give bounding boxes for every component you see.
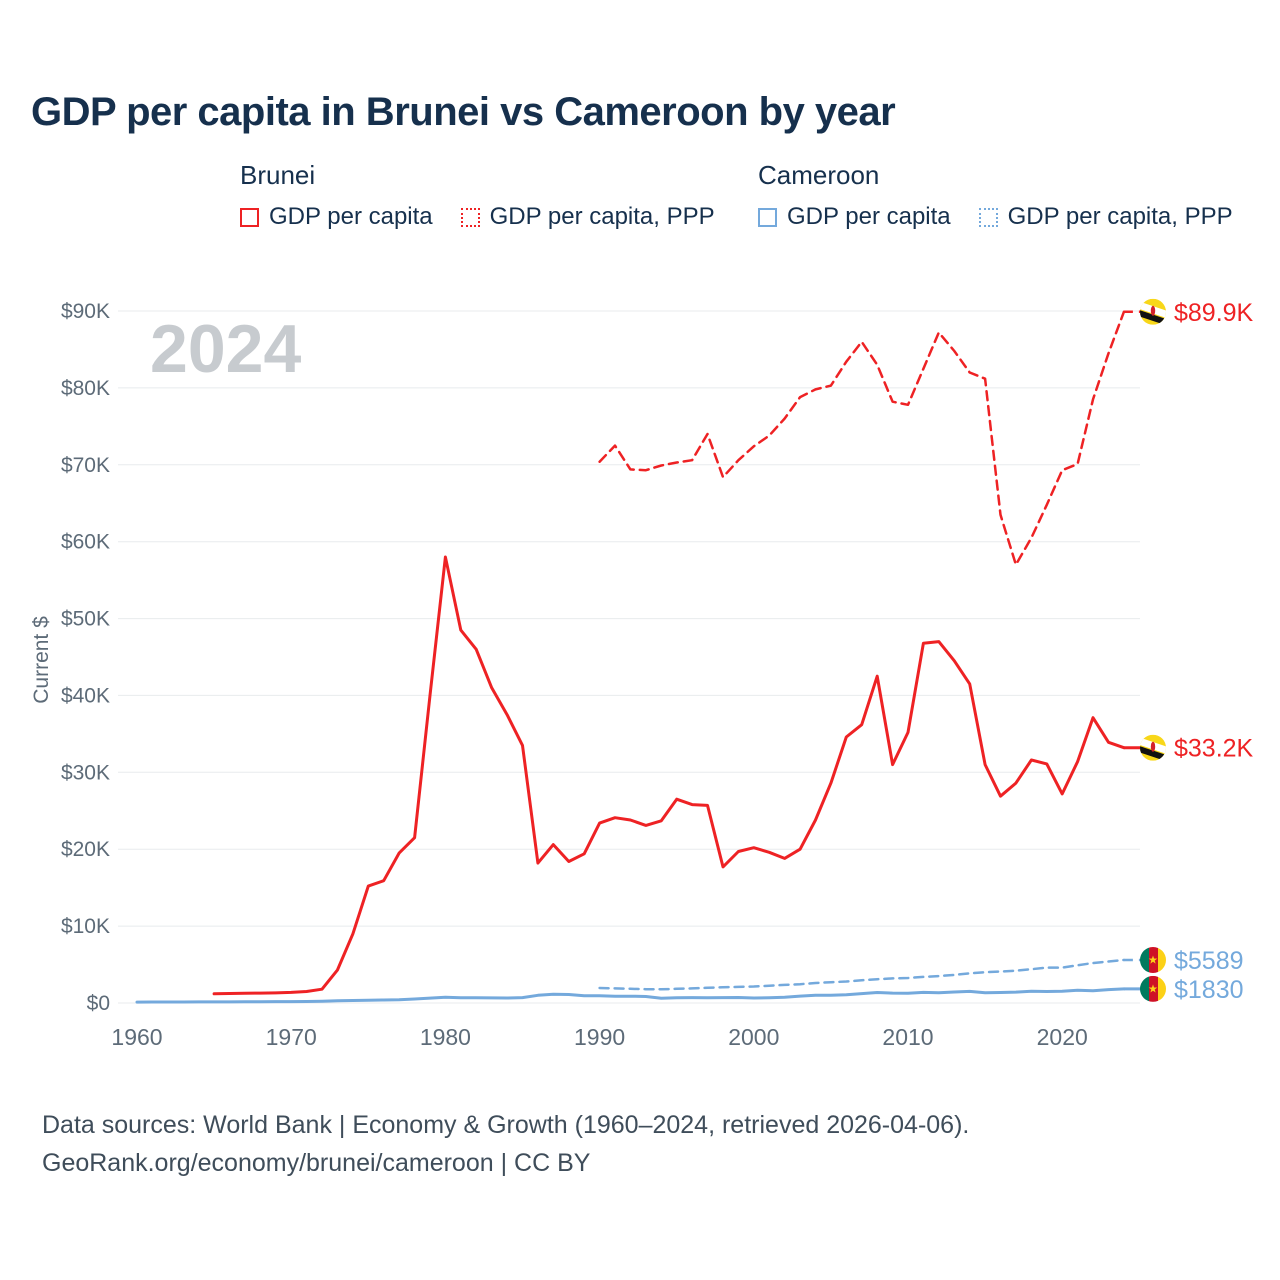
y-tick-label: $20K xyxy=(61,838,110,861)
cameroon-flag-icon xyxy=(1140,947,1166,973)
x-tick-label: 1970 xyxy=(266,1024,317,1050)
x-tick-label: 1980 xyxy=(420,1024,471,1050)
watermark-year: 2024 xyxy=(150,311,301,387)
legend-item-brunei-gdp-ppp[interactable]: GDP per capita, PPP xyxy=(460,203,715,231)
legend-swatch-red-solid-icon xyxy=(240,207,259,227)
y-tick-label: $70K xyxy=(61,454,110,477)
end-value-label-cameroon-gdp: $1830 xyxy=(1174,976,1244,1004)
chart-canvas: $0 $10K $20K $30K $40K $50K $60K $70K $80K $90K 19… xyxy=(30,298,1254,1050)
cameroon-flag-icon xyxy=(1140,975,1166,1002)
y-tick-label: $60K xyxy=(61,531,110,554)
legend-group-label-cameroon: Cameroon xyxy=(758,160,880,190)
x-tick-label: 1990 xyxy=(574,1024,625,1050)
chart-title: GDP per capita in Brunei vs Cameroon by … xyxy=(31,90,896,134)
legend-swatch-red-dotted-icon xyxy=(460,207,480,227)
series-line-brunei-gdp xyxy=(212,555,1126,996)
attribution-line: GeoRank.org/economy/brunei/cameroon | CC… xyxy=(42,1149,591,1177)
y-tick-label: $80K xyxy=(61,377,110,400)
legend-swatch-blue-dotted-icon xyxy=(978,207,998,227)
legend-item-label: GDP per capita xyxy=(787,203,951,230)
legend-group-brunei: Brunei GDP per capita GDP per capita, PP… xyxy=(240,160,715,231)
data-sources-line: Data sources: World Bank | Economy & Gro… xyxy=(42,1111,970,1139)
x-tick-label: 2010 xyxy=(882,1024,933,1050)
legend-item-label: GDP per capita, PPP xyxy=(489,203,715,230)
brunei-flag-icon xyxy=(1140,734,1166,761)
series-line-cameroon-gdp-ppp xyxy=(598,958,1126,991)
legend-item-cameroon-gdp[interactable]: GDP per capita xyxy=(758,203,951,231)
series-line-cameroon-gdp xyxy=(135,987,1126,1004)
y-tick-label: $90K xyxy=(61,300,110,323)
chart-footer: Data sources: World Bank | Economy & Gro… xyxy=(42,1106,969,1182)
y-tick-label: $50K xyxy=(61,608,110,631)
y-tick-label: $10K xyxy=(61,915,110,938)
legend-item-cameroon-gdp-ppp[interactable]: GDP per capita, PPP xyxy=(978,203,1233,231)
y-tick-label: $40K xyxy=(61,684,110,707)
x-tick-label: 2000 xyxy=(728,1024,779,1050)
legend-item-label: GDP per capita xyxy=(269,203,433,230)
y-tick-label: $0 xyxy=(87,992,110,1015)
end-value-label-brunei-gdp-ppp: $89.9K xyxy=(1174,299,1254,327)
y-axis-title: Current $ xyxy=(30,616,53,704)
legend-group-label-brunei: Brunei xyxy=(240,160,316,190)
legend-swatch-blue-solid-icon xyxy=(758,207,777,227)
legend-item-brunei-gdp[interactable]: GDP per capita xyxy=(240,203,433,231)
legend-item-label: GDP per capita, PPP xyxy=(1007,203,1233,230)
legend-group-cameroon: Cameroon GDP per capita GDP per capita, … xyxy=(758,160,1233,231)
series-line-brunei-gdp-ppp xyxy=(598,310,1126,566)
end-value-label-brunei-gdp: $33.2K xyxy=(1174,735,1254,763)
end-value-label-cameroon-gdp-ppp: $5589 xyxy=(1174,947,1244,975)
x-tick-label: 2020 xyxy=(1037,1024,1088,1050)
y-tick-label: $30K xyxy=(61,761,110,784)
x-tick-label: 1960 xyxy=(111,1024,162,1050)
brunei-flag-icon xyxy=(1140,298,1166,325)
